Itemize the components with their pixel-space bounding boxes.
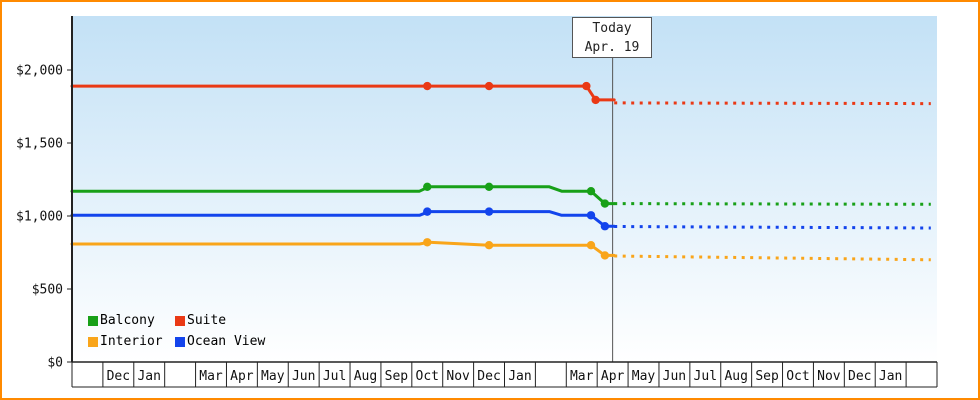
svg-text:May: May: [632, 369, 656, 384]
svg-text:Jun: Jun: [663, 369, 686, 384]
price-lines: [70, 81, 931, 262]
ocean-view-swatch-icon: [175, 336, 185, 347]
suite-swatch-icon: [175, 315, 185, 326]
legend-item-ocean-view: Ocean View: [175, 332, 265, 351]
svg-text:Dec: Dec: [848, 369, 871, 384]
legend-item-suite: Suite: [175, 311, 265, 330]
svg-text:Nov: Nov: [817, 369, 841, 384]
month-axis-row: Dec Jan Mar Apr May Jun Jul Aug Sep Oct Nov Dec Jan M…: [71, 362, 938, 388]
svg-text:Mar: Mar: [570, 369, 594, 384]
svg-text:Aug: Aug: [724, 369, 747, 384]
svg-text:Sep: Sep: [385, 369, 409, 384]
svg-text:Jan: Jan: [137, 369, 160, 384]
svg-text:Oct: Oct: [786, 369, 809, 384]
svg-text:Apr: Apr: [230, 369, 254, 384]
legend: Balcony Suite Interior Ocean View: [88, 311, 265, 351]
legend-label: Suite: [187, 313, 227, 328]
legend-item-interior: Interior: [88, 332, 175, 351]
legend-label: Ocean View: [187, 334, 266, 349]
svg-text:Dec: Dec: [477, 369, 500, 384]
svg-text:Nov: Nov: [446, 369, 470, 384]
legend-label: Balcony: [100, 313, 155, 328]
svg-text:Jul: Jul: [323, 369, 346, 384]
svg-text:Jun: Jun: [292, 369, 315, 384]
svg-text:$500: $500: [32, 283, 63, 298]
today-label-line1: Today: [592, 20, 632, 36]
plot-background: [72, 16, 937, 362]
svg-text:$0: $0: [47, 356, 63, 371]
today-label-line2: Apr. 19: [584, 39, 640, 55]
svg-text:Dec: Dec: [107, 369, 130, 384]
svg-text:May: May: [261, 369, 285, 384]
svg-text:Jan: Jan: [508, 369, 531, 384]
svg-text:Sep: Sep: [755, 369, 779, 384]
svg-text:Oct: Oct: [416, 369, 439, 384]
svg-text:$1,500: $1,500: [16, 137, 63, 152]
svg-text:$1,000: $1,000: [16, 210, 63, 225]
svg-text:Jan: Jan: [879, 369, 902, 384]
balcony-swatch-icon: [88, 315, 98, 326]
interior-swatch-icon: [88, 336, 98, 347]
svg-text:Apr: Apr: [601, 369, 625, 384]
svg-text:Jul: Jul: [694, 369, 717, 384]
svg-text:Aug: Aug: [354, 369, 377, 384]
svg-text:Mar: Mar: [199, 369, 223, 384]
svg-text:$2,000: $2,000: [16, 64, 63, 79]
legend-label: Interior: [100, 334, 163, 349]
today-marker-label: Today Apr. 19: [572, 17, 652, 58]
legend-item-balcony: Balcony: [88, 311, 175, 330]
